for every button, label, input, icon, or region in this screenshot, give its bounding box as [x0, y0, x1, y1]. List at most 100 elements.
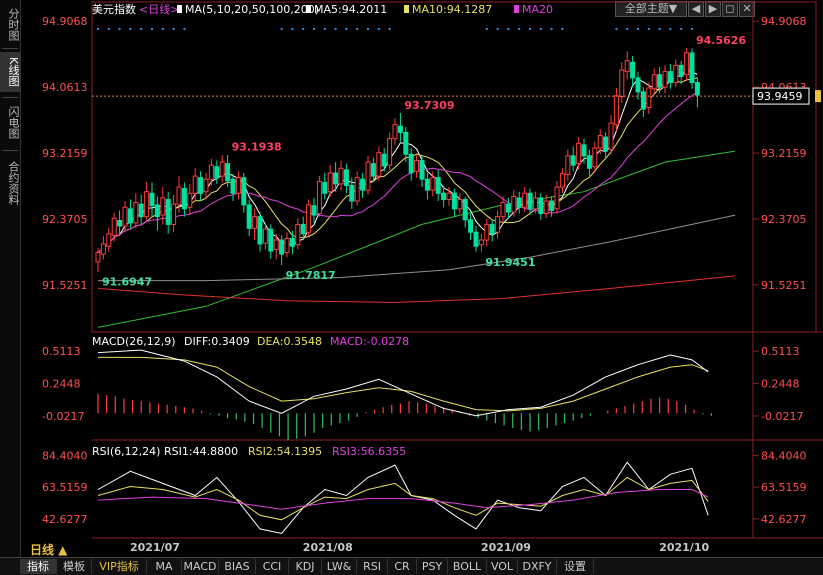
- marker-dot: [367, 28, 369, 30]
- candle-body: [586, 155, 592, 169]
- candle-body: [576, 142, 582, 165]
- candle-body: [127, 208, 133, 224]
- bottom-tab[interactable]: 模板: [57, 559, 92, 574]
- candle-body: [262, 228, 268, 244]
- candle-body: [381, 153, 387, 167]
- candle-body: [419, 159, 425, 180]
- macd-y-tick-label: 0.5113: [761, 345, 800, 358]
- x-tick-label: 2021/09: [481, 541, 531, 554]
- y-tick-label: 92.3705: [761, 213, 807, 226]
- candle-body: [484, 223, 490, 241]
- candle-body: [549, 200, 555, 211]
- candle-body: [527, 192, 533, 210]
- rsi-line-rsi3: [97, 489, 709, 510]
- tab-kline[interactable]: K线图: [0, 52, 20, 92]
- extreme-label: 93.1938: [232, 141, 282, 154]
- bottom-tab[interactable]: 指标: [20, 559, 57, 574]
- candle-body: [581, 144, 587, 157]
- bottom-tab[interactable]: BOLL: [448, 559, 487, 574]
- chart-title: 美元指数: [92, 2, 136, 16]
- candle-body: [651, 74, 657, 90]
- current-price-label: 93.9459: [757, 90, 803, 103]
- bottom-tab[interactable]: RSI: [357, 559, 388, 574]
- candle-body: [343, 169, 349, 186]
- candle-body: [667, 71, 673, 84]
- candle-body: [608, 122, 614, 151]
- bottom-tab[interactable]: KDJ: [289, 559, 322, 574]
- candle-body: [511, 195, 517, 213]
- candle-body: [592, 147, 598, 168]
- y-tick-label: 94.9068: [761, 15, 807, 28]
- rsi-line-rsi1: [97, 461, 709, 535]
- candle-body: [387, 138, 393, 166]
- marker-dot: [496, 28, 499, 30]
- bottom-tab[interactable]: 设置: [557, 559, 594, 574]
- macd-diff-line: [97, 349, 709, 417]
- bottom-tab[interactable]: BIAS: [219, 559, 256, 574]
- candle-body: [430, 177, 436, 191]
- rsi-y-tick-label: 84.4040: [761, 450, 807, 463]
- candle-body: [257, 216, 263, 245]
- bottom-tab[interactable]: CCI: [256, 559, 289, 574]
- candle-body: [543, 200, 549, 215]
- period-selector[interactable]: 日线 ▲: [30, 543, 68, 557]
- candle-body: [122, 206, 128, 227]
- bottom-tab[interactable]: DXFY: [518, 559, 557, 574]
- extreme-label: 91.9451: [485, 256, 535, 269]
- legend-entry: MA20: [522, 3, 553, 16]
- legend-swatch: [514, 5, 519, 13]
- candle-body: [111, 217, 117, 236]
- candle-body: [144, 191, 150, 218]
- x-tick-label: 2021/08: [303, 541, 353, 554]
- candle-body: [392, 124, 398, 140]
- chart-area[interactable]: 美元指数 <日线> MA(5,10,20,50,100,200)MA5:94.201…: [20, 0, 823, 557]
- candle-body: [397, 125, 403, 133]
- bottom-tab[interactable]: CR: [388, 559, 417, 574]
- tab-flash-chart[interactable]: 闪电图: [7, 105, 20, 139]
- candle-body: [538, 197, 544, 215]
- macd-y-tick-label-left: 0.5113: [42, 345, 81, 358]
- candle-body: [516, 197, 522, 208]
- tab-time-share[interactable]: 分时图: [7, 7, 20, 41]
- y-tick-label-left: 91.5251: [42, 279, 88, 292]
- candle-body: [630, 61, 636, 79]
- marker-dot: [183, 28, 186, 30]
- candle-body: [203, 178, 209, 193]
- candle-body: [349, 184, 355, 202]
- marker-dot: [529, 28, 531, 30]
- candle-body: [495, 216, 501, 233]
- candle-body: [657, 74, 663, 88]
- extreme-label: 93.7309: [404, 99, 454, 112]
- period-tag: <日线>: [139, 2, 179, 16]
- tab-contract-info[interactable]: 合约资料: [7, 161, 20, 205]
- candle-body: [624, 60, 630, 73]
- bottom-tab[interactable]: PSY: [417, 559, 448, 574]
- marker-dot: [161, 28, 164, 30]
- candle-body: [208, 164, 214, 180]
- macd-title: MACD(26,12,9): [92, 335, 176, 348]
- ma-line-ma20: [97, 91, 698, 253]
- theme-dropdown[interactable]: 全部主题▼: [615, 1, 687, 17]
- candle-body: [446, 192, 452, 200]
- candle-body: [268, 228, 274, 252]
- candle-body: [457, 198, 463, 210]
- candle-body: [684, 52, 690, 76]
- bottom-tab[interactable]: VOL: [487, 559, 518, 574]
- candle-body: [441, 192, 447, 200]
- bottom-tab[interactable]: MACD: [182, 559, 219, 574]
- ma-line-ma5: [97, 69, 698, 253]
- bottom-tab[interactable]: LW&: [322, 559, 357, 574]
- candle-body: [532, 197, 538, 210]
- marker-dot: [107, 28, 110, 30]
- current-price-box: [752, 87, 810, 105]
- marker-dot: [151, 28, 153, 30]
- extreme-label: 94.5626: [696, 34, 746, 47]
- bottom-tab[interactable]: MA: [147, 559, 182, 574]
- bottom-tab[interactable]: VIP指标: [92, 559, 147, 574]
- legend-swatch: [404, 5, 409, 13]
- ma-line-ma200: [97, 275, 736, 303]
- macd-y-tick-label-left: 0.2448: [42, 378, 81, 391]
- legend-entry: MA(5,10,20,50,100,200): [185, 3, 319, 16]
- candle-body: [603, 136, 609, 152]
- y-tick-label-left: 93.2159: [42, 147, 88, 160]
